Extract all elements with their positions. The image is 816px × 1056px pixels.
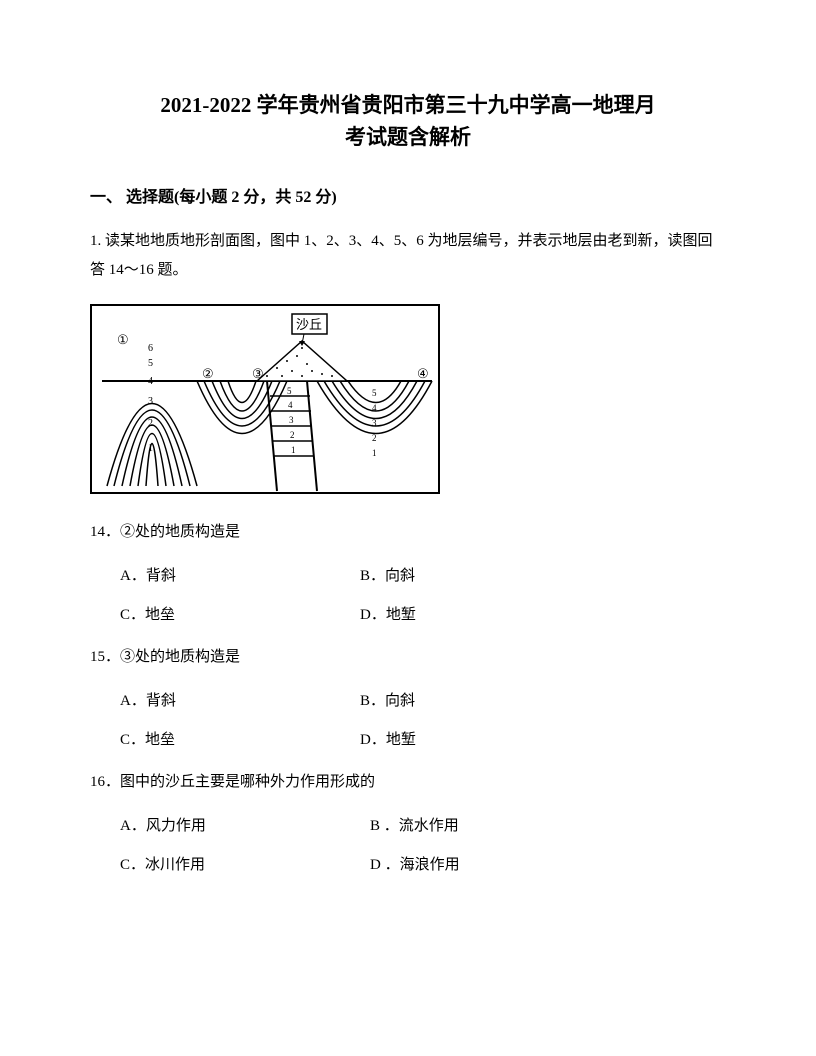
sand-dune: 沙丘 (257, 314, 347, 381)
svg-text:4: 4 (372, 403, 377, 413)
question-14: 14．②处的地质构造是 (90, 519, 726, 546)
q15-option-b: B．向斜 (360, 689, 600, 710)
svg-text:6: 6 (148, 343, 153, 354)
question-15: 15．③处的地质构造是 (90, 644, 726, 671)
q16-option-d: D ．海浪作用 (370, 853, 620, 874)
svg-text:1: 1 (148, 443, 153, 454)
svg-text:2: 2 (148, 418, 153, 429)
q15-option-a: A．背斜 (120, 689, 360, 710)
svg-text:4: 4 (148, 376, 153, 387)
q16-option-a: A．风力作用 (120, 814, 370, 835)
diagram-svg: 沙丘 ① ② ③ ④ 6 5 4 3 2 1 5 4 3 2 1 (92, 306, 442, 496)
svg-text:4: 4 (288, 400, 293, 410)
q15-option-c: C．地垒 (120, 728, 360, 749)
question-intro: 1. 读某地地质地形剖面图，图中 1、2、3、4、5、6 为地层编号，并表示地层… (90, 227, 726, 284)
diagram-container: 沙丘 ① ② ③ ④ 6 5 4 3 2 1 5 4 3 2 1 (90, 304, 726, 494)
q14-option-a: A．背斜 (120, 564, 360, 585)
svg-text:2: 2 (290, 430, 295, 440)
q16-option-c: C．冰川作用 (120, 853, 370, 874)
svg-text:5: 5 (148, 358, 153, 369)
question-14-options: A．背斜 B．向斜 C．地垒 D．地堑 (90, 564, 726, 624)
q14-option-b: B．向斜 (360, 564, 600, 585)
q14-option-d: D．地堑 (360, 603, 600, 624)
svg-text:3: 3 (372, 418, 377, 428)
question-16-options: A．风力作用 B ．流水作用 C．冰川作用 D ．海浪作用 (90, 814, 726, 874)
svg-text:1: 1 (291, 445, 296, 455)
svg-text:①: ① (117, 332, 129, 347)
title-line-2: 考试题含解析 (90, 122, 726, 154)
q14-option-c: C．地垒 (120, 603, 360, 624)
svg-text:3: 3 (148, 396, 153, 407)
svg-text:5: 5 (287, 386, 292, 396)
svg-text:2: 2 (372, 433, 377, 443)
svg-text:沙丘: 沙丘 (296, 317, 322, 332)
svg-text:1: 1 (372, 448, 377, 458)
q16-option-b: B ．流水作用 (370, 814, 620, 835)
section-header: 一、 选择题(每小题 2 分，共 52 分) (90, 183, 726, 207)
title-line-1: 2021-2022 学年贵州省贵阳市第三十九中学高一地理月 (90, 90, 726, 122)
geology-diagram: 沙丘 ① ② ③ ④ 6 5 4 3 2 1 5 4 3 2 1 (90, 304, 440, 494)
question-15-options: A．背斜 B．向斜 C．地垒 D．地堑 (90, 689, 726, 749)
document-title: 2021-2022 学年贵州省贵阳市第三十九中学高一地理月 考试题含解析 (90, 90, 726, 153)
svg-text:③: ③ (252, 366, 264, 381)
question-16: 16．图中的沙丘主要是哪种外力作用形成的 (90, 769, 726, 796)
q15-option-d: D．地堑 (360, 728, 600, 749)
svg-text:④: ④ (417, 366, 429, 381)
svg-text:3: 3 (289, 415, 294, 425)
svg-text:②: ② (202, 366, 214, 381)
svg-text:5: 5 (372, 388, 377, 398)
